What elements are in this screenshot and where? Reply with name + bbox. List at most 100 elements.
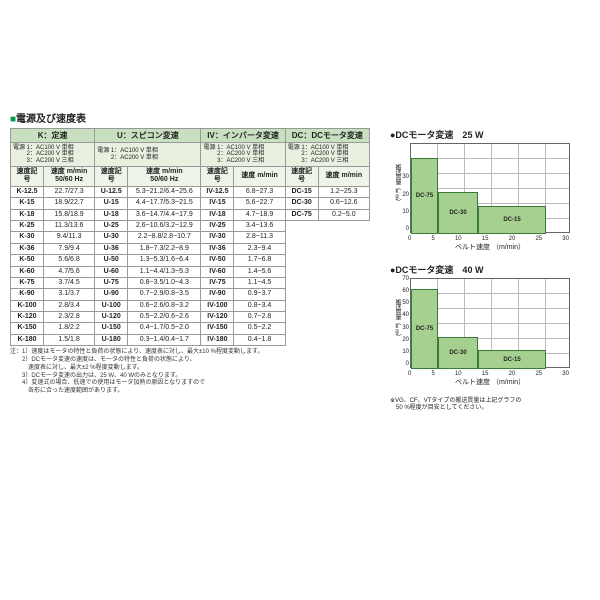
chart-40w-yticks: 010203040506070 (399, 276, 409, 367)
table-cell: K-100 (11, 300, 44, 311)
table-cell: U-120 (95, 312, 128, 323)
table-cell: U-18 (95, 209, 128, 220)
table-cell: 0.8~3.5/1.0~4.3 (128, 277, 201, 288)
group-dc-header: DC：DCモータ変速 (285, 129, 369, 143)
table-cell: K-120 (11, 312, 44, 323)
table-cell: U-180 (95, 334, 128, 345)
table-cell: 0.9~3.7 (234, 289, 285, 300)
table-cell: U-60 (95, 266, 128, 277)
chart-step-dc-15: DC-15 (478, 206, 546, 234)
table-cell: 4.7~18.9 (234, 209, 285, 220)
table-cell: 0.6~2.6/0.8~3.2 (128, 300, 201, 311)
table-cell: 5.3~21.2/6.4~25.6 (128, 186, 201, 197)
power-iv: 電源 1：AC100 V 単相 2：AC200 V 単相 3：AC200 V 三… (201, 143, 285, 167)
table-cell: IV-120 (201, 312, 234, 323)
chart-footnote: ※VG、CF、VTタイプの搬送質量は上記グラフの 50 %程度が目安としてくださ… (390, 398, 580, 412)
ytick: 0 (399, 226, 409, 232)
chart-40w-xlabel: ベルト速度 （m/min） (411, 377, 569, 387)
col-speed-k: 速度 m/min 50/60 Hz (43, 167, 94, 187)
table-cell: IV-180 (201, 334, 234, 345)
table-cell: 7.9/9.4 (43, 243, 94, 254)
table-cell: U-75 (95, 277, 128, 288)
section-title: ■電源及び速度表 (10, 110, 590, 125)
table-cell: 2.3~9.4 (234, 243, 285, 254)
table-cell: K-18 (11, 209, 44, 220)
table-cell: U-12.5 (95, 186, 128, 197)
table-cell: 0.5~2.2 (234, 323, 285, 334)
chart-40w-box: 搬送質量（kg） 051015202530 010203040506070 ベル… (410, 278, 570, 368)
ytick: 0 (399, 361, 409, 367)
table-cell: 3.1/3.7 (43, 289, 94, 300)
table-cell: U-50 (95, 255, 128, 266)
col-speed-dc: 速度 m/min (318, 167, 369, 187)
table-cell: 3.7/4.5 (43, 277, 94, 288)
table-cell: 1.8/2.2 (43, 323, 94, 334)
ytick: 20 (399, 192, 409, 198)
table-cell: IV-25 (201, 220, 234, 231)
table-cell: U-25 (95, 220, 128, 231)
table-cell: 2.8/3.4 (43, 300, 94, 311)
table-cell: U-30 (95, 232, 128, 243)
chart-25w-box: 搬送質量（kg） 051015202530 0102030 ベルト速度 （m/m… (410, 143, 570, 233)
table-cell: 2.3/2.8 (43, 312, 94, 323)
chart-40w-title: ●DCモータ変速 40 W (390, 263, 580, 276)
table-cell: 2.6~10.6/3.2~12.9 (128, 220, 201, 231)
chart-25w-title: ●DCモータ変速 25 W (390, 128, 580, 141)
chart-25w: ●DCモータ変速 25 W 搬送質量（kg） 051015202530 0102… (390, 128, 580, 233)
col-code-dc: 速度記号 (285, 167, 318, 187)
table-cell: 0.4~1.7/0.5~2.0 (128, 323, 201, 334)
table-cell: 15.8/18.9 (43, 209, 94, 220)
table-cell: U-90 (95, 289, 128, 300)
col-code-u: 速度記号 (95, 167, 128, 187)
table-cell: 5.6~22.7 (234, 198, 285, 209)
ytick: 60 (399, 288, 409, 294)
ytick: 40 (399, 312, 409, 318)
group-u-header: U：スピコン変速 (95, 129, 201, 143)
table-cell: IV-150 (201, 323, 234, 334)
table-cell: 6.8~27.3 (234, 186, 285, 197)
table-cell: 0.3~1.4/0.4~1.7 (128, 334, 201, 345)
table-cell: K-50 (11, 255, 44, 266)
table-cell: K-180 (11, 334, 44, 345)
table-cell: K-36 (11, 243, 44, 254)
table-cell: 18.9/22.7 (43, 198, 94, 209)
table-cell: IV-75 (201, 277, 234, 288)
table-cell: 0.8~3.4 (234, 300, 285, 311)
table-cell: IV-90 (201, 289, 234, 300)
ytick: 70 (399, 276, 409, 282)
table-cell: 0.5~2.2/0.6~2.6 (128, 312, 201, 323)
chart-25w-xlabel: ベルト速度 （m/min） (411, 242, 569, 252)
table-cell: K-30 (11, 232, 44, 243)
col-speed-iv: 速度 m/min (234, 167, 285, 187)
table-cell: K-25 (11, 220, 44, 231)
ytick: 10 (399, 349, 409, 355)
table-cell: DC-75 (285, 209, 318, 220)
ytick: 20 (399, 337, 409, 343)
table-cell: 11.3/13.6 (43, 220, 94, 231)
table-cell: IV-36 (201, 243, 234, 254)
group-iv-header: IV：インバータ変速 (201, 129, 285, 143)
chart-step-dc-30: DC-30 (438, 337, 478, 369)
col-code-k: 速度記号 (11, 167, 44, 187)
table-cell: 3.4~13.6 (234, 220, 285, 231)
table-cell: K-12.5 (11, 186, 44, 197)
table-cell: 1.3~5.3/1.6~6.4 (128, 255, 201, 266)
table-cell: U-100 (95, 300, 128, 311)
power-dc: 電源 1：AC100 V 単相 2：AC200 V 単相 3：AC200 V 三… (285, 143, 369, 167)
table-cell: 1.4~5.6 (234, 266, 285, 277)
table-cell: 2.8~11.3 (234, 232, 285, 243)
power-u: 電源 1：AC100 V 単相 2：AC200 V 単相 (95, 143, 201, 167)
table-cell: 0.7~2.8 (234, 312, 285, 323)
chart-step-dc-30: DC-30 (438, 192, 478, 234)
ytick: 50 (399, 300, 409, 306)
table-cell: 0.7~2.9/0.8~3.5 (128, 289, 201, 300)
table-cell: IV-15 (201, 198, 234, 209)
chart-40w: ●DCモータ変速 40 W 搬送質量（kg） 051015202530 0102… (390, 263, 580, 368)
table-cell: K-60 (11, 266, 44, 277)
table-cell: 9.4/11.3 (43, 232, 94, 243)
table-cell: 0.6~12.6 (318, 198, 369, 209)
col-speed-u: 速度 m/min 50/60 Hz (128, 167, 201, 187)
table-cell: 0.4~1.8 (234, 334, 285, 345)
table-cell: U-36 (95, 243, 128, 254)
table-cell: 3.6~14.7/4.4~17.9 (128, 209, 201, 220)
